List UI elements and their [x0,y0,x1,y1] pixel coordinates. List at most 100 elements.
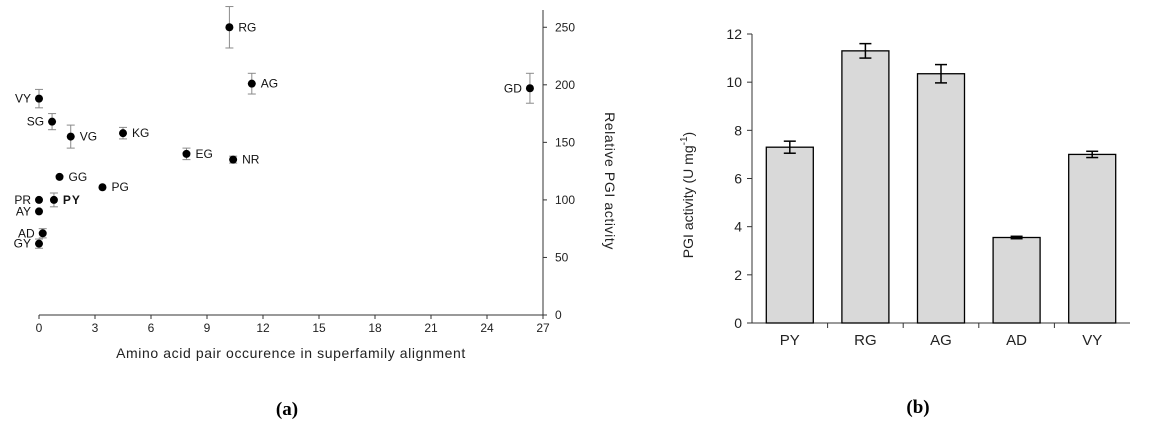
scatter-point-vg: VG [66,124,97,149]
scatter-point-ad: AD [18,226,47,240]
bar-category-label: AD [1006,332,1027,349]
bar [765,146,814,324]
bar-y-tick-label: 10 [726,74,742,90]
scatter-marker [247,79,256,88]
scatter-y-tick-label: 150 [555,135,575,149]
scatter-marker [55,172,64,181]
bar-y-tick-label: 8 [734,122,742,138]
bar-series: PY RG AG AD VY [765,42,1117,349]
scatter-marker [38,229,47,238]
scatter-marker [182,149,191,158]
scatter-point-gg: GG [55,170,87,184]
scatter-point-sg: SG [27,113,57,131]
bar-panel: 0 2 4 6 8 10 12 PY RG AG AD VY PGI activity (U mg-… [679,26,1130,418]
scatter-point-label: PG [111,180,128,194]
scatter-x-tick-label: 24 [480,321,494,335]
scatter-marker [35,94,43,103]
scatter-point-nr: NR [229,153,260,167]
scatter-point-ay: AY [16,204,43,218]
scatter-point-label: VY [15,92,31,106]
scatter-x-tick-label: 15 [312,321,326,335]
scatter-point-label: GD [504,81,522,95]
bar [1068,153,1117,324]
scatter-point-label: SG [27,115,44,129]
scatter-point-label: PY [63,193,81,207]
bar-group-vy: VY [1053,150,1117,349]
scatter-x-ticks: 0 3 6 9 12 15 18 21 24 27 [36,315,550,335]
scatter-point-label: PR [14,193,31,207]
scatter-marker [225,23,234,32]
scatter-point-label: VG [80,130,97,144]
scatter-point-label: RG [238,20,256,34]
scatter-marker [35,207,43,216]
scatter-x-tick-label: 18 [368,321,382,335]
bar-y-tick-label: 12 [726,26,742,42]
bar [992,236,1041,324]
scatter-panel: 0 3 6 9 12 15 18 21 24 27 0 50 100 150 200 250 RG AG GD V… [14,6,618,420]
scatter-point-label: EG [195,147,212,161]
scatter-point-rg: RG [225,6,256,49]
scatter-point-eg: EG [182,147,213,161]
scatter-point-pg: PG [98,180,129,194]
scatter-marker [229,155,238,164]
scatter-y-tick-label: 0 [555,308,562,322]
scatter-y-tick-label: 100 [555,193,575,207]
bar-group-ag: AG [902,63,966,349]
scatter-marker [48,117,57,126]
scatter-point-label: KG [132,126,149,140]
bar-y-tick-label: 4 [734,219,742,235]
scatter-point-gy: GY [14,237,43,251]
bar-y-axis-title-main: PGI activity (U mg [680,145,696,258]
scatter-point-kg: KG [119,126,149,140]
bar-category-label: RG [854,332,877,349]
scatter-marker [525,84,534,93]
bar-group-py: PY [765,140,814,349]
scatter-point-label: AD [18,226,35,240]
scatter-point-label: NR [242,153,260,167]
bar-y-axis-title: PGI activity (U mg-1) [679,132,696,258]
bar-y-axis-title-sup: -1 [679,136,690,145]
scatter-marker [66,132,75,141]
scatter-point-label: AG [261,77,278,91]
scatter-x-tick-label: 6 [148,321,155,335]
scatter-y-ticks: 0 50 100 150 200 250 [543,20,575,322]
bar-y-tick-label: 2 [734,267,742,283]
bar-y-tick-label: 0 [734,315,742,331]
scatter-marker [119,129,127,138]
scatter-point-py: PY [49,192,81,208]
scatter-point-vy: VY [15,88,43,109]
scatter-y-tick-label: 250 [555,20,575,34]
bar-category-label: PY [780,332,800,349]
scatter-y-tick-label: 200 [555,78,575,92]
scatter-x-tick-label: 27 [536,321,550,335]
bar-group-ad: AD [978,235,1041,349]
bar-y-axis-title-close: ) [680,132,696,137]
scatter-y-axis-title: Relative PGI activity [602,112,618,250]
scatter-marker [35,195,43,204]
bar-y-tick-label: 6 [734,171,742,187]
bar-category-label: AG [930,332,952,349]
scatter-y-tick-label: 50 [555,250,569,264]
scatter-marker [35,239,43,248]
bar-category-label: VY [1082,332,1102,349]
bar-group-rg: RG [827,42,890,349]
scatter-point-ag: AG [247,72,278,95]
scatter-x-axis-title: Amino acid pair occurence in superfamily… [116,345,466,361]
scatter-point-gd: GD [504,72,534,104]
panel-label-a: (a) [276,399,298,420]
bar [841,50,890,324]
scatter-x-tick-label: 3 [92,321,99,335]
panel-label-b: (b) [906,397,929,418]
scatter-point-label: GY [14,237,31,251]
bar-y-ticks: 0 2 4 6 8 10 12 [726,26,752,331]
scatter-x-tick-label: 21 [424,321,438,335]
bar [916,73,966,324]
scatter-marker [49,195,58,204]
scatter-x-tick-label: 12 [256,321,270,335]
scatter-point-pr: PR [14,193,43,207]
scatter-marker [98,183,107,192]
scatter-x-tick-label: 0 [36,321,43,335]
scatter-x-tick-label: 9 [204,321,211,335]
